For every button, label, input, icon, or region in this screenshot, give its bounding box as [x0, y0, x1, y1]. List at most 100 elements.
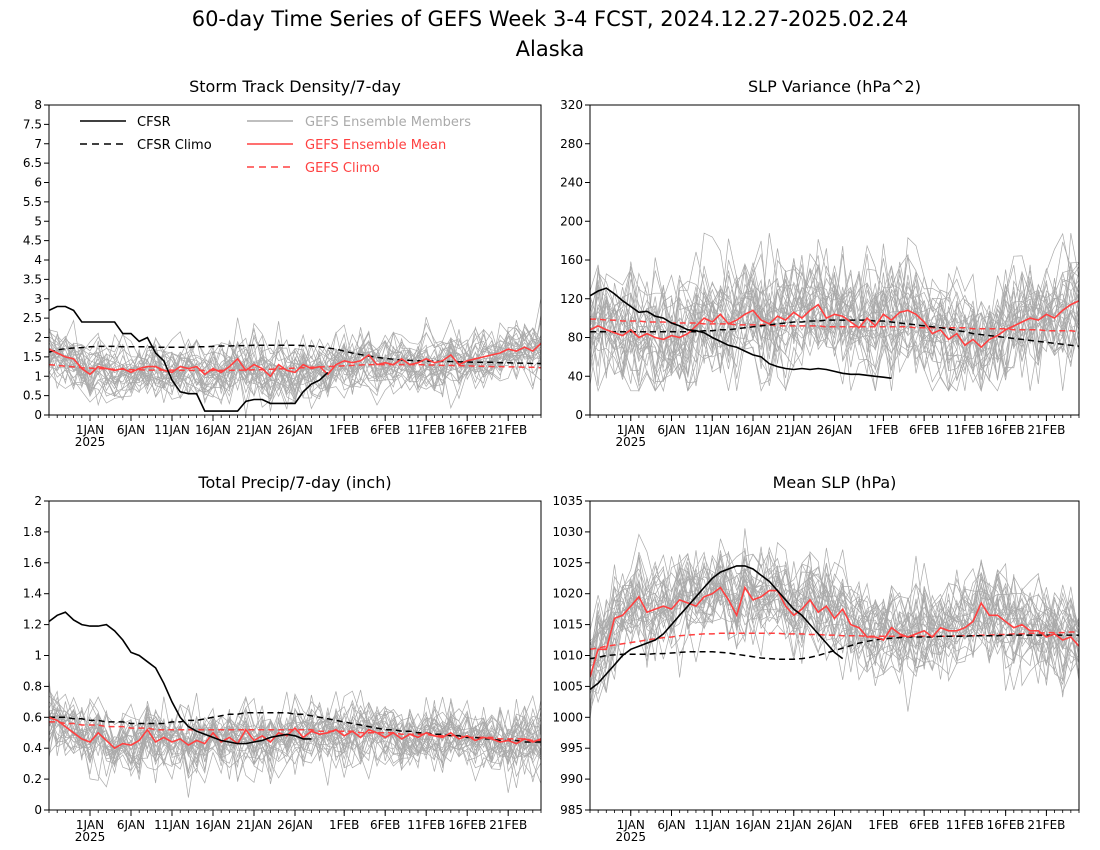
ensemble-member-line — [590, 551, 1079, 634]
series-cfsr — [49, 305, 329, 412]
y-tick-label: 1.8 — [23, 525, 42, 539]
x-tick-label: 16JAN — [735, 818, 771, 832]
x-tick-label: 16JAN — [195, 423, 231, 437]
legend: CFSR CFSR Climo GEFS Ensemble Members GE… — [80, 115, 471, 176]
ensemble-member-line — [590, 538, 1079, 666]
x-tick-label: 1FEB — [329, 423, 359, 437]
legend-label-members: GEFS Ensemble Members — [305, 115, 471, 130]
ensemble-member-line — [49, 709, 541, 765]
x-year-label: 2025 — [615, 435, 646, 449]
panel-total-precip: Total Precip/7-day (inch)00.20.40.60.811… — [23, 473, 542, 844]
y-tick-label: 2 — [34, 331, 42, 345]
y-tick-label: 2 — [34, 494, 42, 508]
panel-title: SLP Variance (hPa^2) — [748, 77, 921, 96]
x-tick-label: 26JAN — [817, 423, 853, 437]
ensemble-member-line — [590, 584, 1079, 708]
y-tick-label: 1 — [34, 369, 42, 383]
x-tick-label: 21JAN — [236, 423, 272, 437]
x-tick-label: 1JAN — [76, 423, 104, 437]
x-tick-label: 11FEB — [407, 423, 445, 437]
x-tick-label: 11JAN — [694, 818, 730, 832]
x-tick-label: 21JAN — [236, 818, 272, 832]
ensemble-member-line — [590, 551, 1079, 667]
ensemble-member-line — [49, 698, 541, 768]
x-year-label: 2025 — [615, 830, 646, 844]
y-tick-label: 0 — [34, 803, 42, 817]
y-tick-label: 40 — [568, 369, 583, 383]
ensemble-members — [590, 528, 1079, 720]
series-gefs-ensemble-mean — [590, 299, 1079, 349]
y-tick-label: 6.5 — [23, 156, 42, 170]
x-tick-label: 26JAN — [277, 818, 313, 832]
x-tick-label: 21FEB — [1027, 818, 1065, 832]
y-tick-label: 0.4 — [23, 741, 42, 755]
plot-area — [590, 528, 1079, 720]
ensemble-member-line — [49, 694, 541, 767]
ensemble-member-line — [590, 541, 1079, 664]
x-tick-label: 1FEB — [868, 818, 898, 832]
ensemble-members — [590, 232, 1079, 393]
plot-area — [590, 232, 1079, 393]
x-tick-label: 1JAN — [617, 423, 645, 437]
ensemble-members — [49, 679, 541, 798]
y-tick-label: 0 — [575, 408, 583, 422]
x-tick-label: 26JAN — [277, 423, 313, 437]
y-tick-label: 985 — [560, 803, 583, 817]
series-gefs-ensemble-mean — [49, 716, 541, 750]
x-tick-label: 1JAN — [76, 818, 104, 832]
x-tick-label: 16JAN — [735, 423, 771, 437]
legend-label-cfsr: CFSR — [137, 115, 171, 130]
ensemble-member-line — [49, 698, 541, 775]
ensemble-member-line — [590, 578, 1079, 708]
y-tick-label: 1035 — [552, 494, 583, 508]
legend-label-gefs-climo: GEFS Climo — [305, 161, 380, 176]
ensemble-member-line — [590, 254, 1079, 387]
y-tick-label: 1030 — [552, 525, 583, 539]
y-tick-label: 3 — [34, 292, 42, 306]
y-tick-label: 1020 — [552, 587, 583, 601]
y-tick-label: 1025 — [552, 556, 583, 570]
x-tick-label: 6FEB — [909, 818, 939, 832]
x-tick-label: 21JAN — [776, 818, 812, 832]
series-gefs-climo — [49, 363, 541, 372]
series-cfsr — [49, 611, 312, 745]
y-tick-label: 1.4 — [23, 587, 42, 601]
ensemble-member-line — [49, 342, 541, 410]
y-tick-label: 320 — [560, 98, 583, 112]
x-tick-label: 26JAN — [817, 818, 853, 832]
ensemble-member-line — [49, 341, 541, 407]
x-tick-label: 16FEB — [987, 818, 1025, 832]
series-cfsr — [590, 565, 844, 691]
ensemble-member-line — [590, 274, 1079, 382]
series-cfsr-climo — [590, 319, 1079, 347]
ensemble-member-line — [49, 340, 541, 401]
x-tick-label: 11FEB — [946, 818, 984, 832]
y-tick-label: 4.5 — [23, 234, 42, 248]
ensemble-member-line — [590, 264, 1079, 379]
x-tick-label: 16FEB — [987, 423, 1025, 437]
panel-title: Storm Track Density/7-day — [189, 77, 401, 96]
y-tick-label: 3.5 — [23, 272, 42, 286]
x-tick-label: 16FEB — [448, 423, 486, 437]
y-tick-label: 80 — [568, 331, 583, 345]
ensemble-member-line — [49, 327, 541, 395]
legend-label-cfsr-climo: CFSR Climo — [137, 138, 212, 153]
x-tick-label: 21FEB — [489, 423, 527, 437]
y-tick-label: 200 — [560, 214, 583, 228]
panel-storm-track-density: Storm Track Density/7-day 0 0.5 1 1.5 2 2.5 3 3.… — [23, 77, 542, 449]
ensemble-members — [49, 297, 541, 415]
x-tick-label: 11JAN — [154, 423, 190, 437]
x-tick-label: 21FEB — [489, 818, 527, 832]
series-gefs-ensemble-mean — [590, 585, 1079, 678]
ensemble-member-line — [590, 232, 1079, 351]
y-tick-label: 4 — [34, 253, 42, 267]
y-tick-label: 280 — [560, 137, 583, 151]
ensemble-member-line — [49, 695, 541, 766]
x-tick-label: 16JAN — [195, 818, 231, 832]
plot-area — [49, 297, 541, 415]
ensemble-member-line — [590, 551, 1079, 686]
series-cfsr-climo — [590, 634, 1079, 660]
x-tick-label: 21JAN — [776, 423, 812, 437]
panel-title: Total Precip/7-day (inch) — [197, 473, 391, 492]
y-tick-label: 1.6 — [23, 556, 42, 570]
